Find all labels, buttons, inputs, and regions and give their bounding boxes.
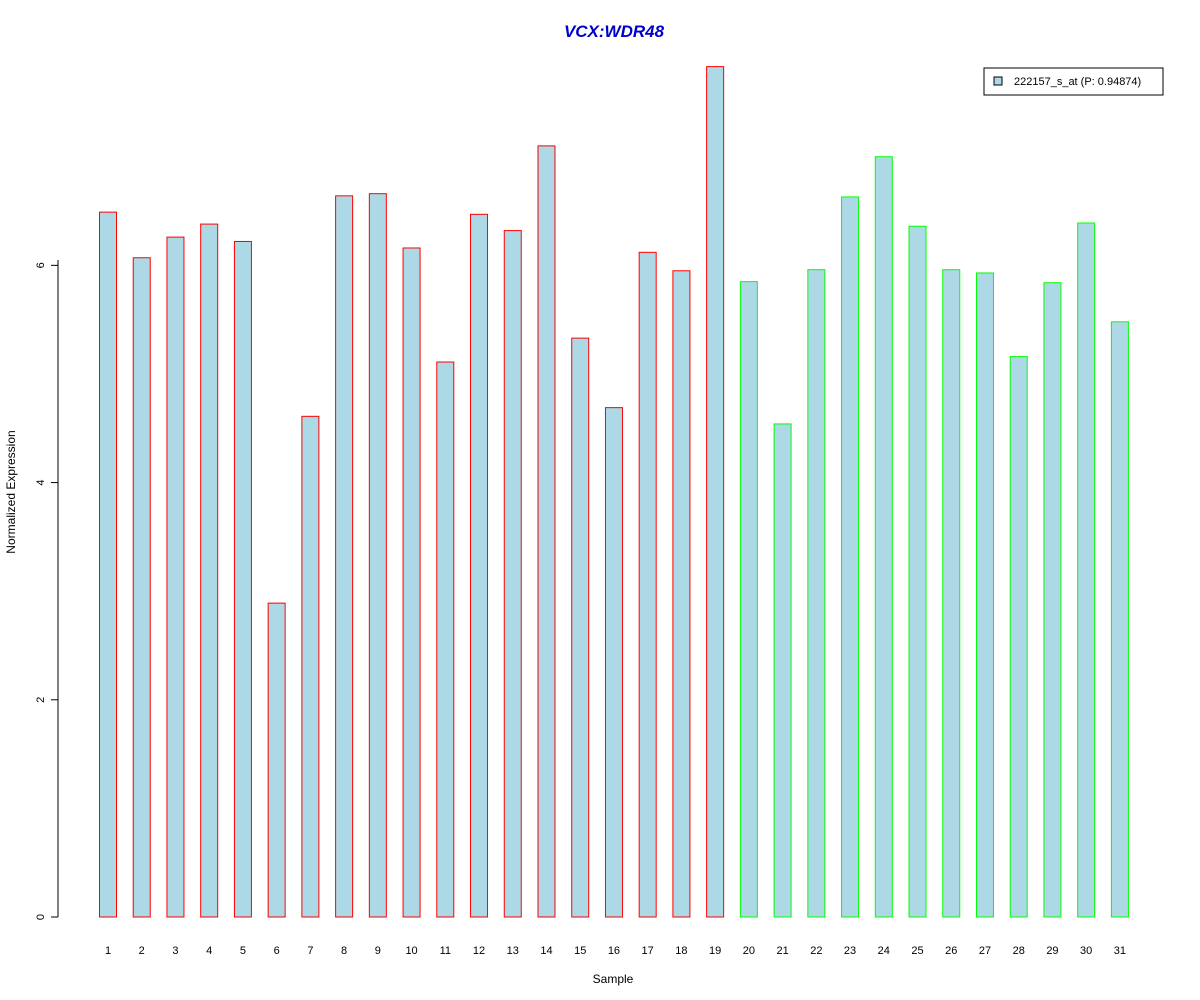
y-tick-label: 4 (35, 480, 47, 486)
bar (1043, 282, 1062, 918)
bar (773, 423, 792, 918)
x-tick-label: 20 (743, 945, 755, 957)
x-tick-label: 24 (878, 945, 890, 957)
bar (1009, 356, 1028, 918)
x-tick-label: 25 (911, 945, 923, 957)
bar (908, 225, 927, 918)
x-tick-label: 15 (574, 945, 586, 957)
x-tick-label: 29 (1046, 945, 1058, 957)
bar (301, 415, 320, 918)
bar (233, 240, 252, 918)
x-tick-label: 13 (507, 945, 519, 957)
y-axis-label: Normalized Expression (4, 430, 18, 553)
legend-swatch (993, 76, 1003, 86)
x-tick-label: 2 (139, 945, 145, 957)
x-tick-label: 22 (810, 945, 822, 957)
x-tick-label: 8 (341, 945, 347, 957)
bar (436, 361, 455, 918)
bar (267, 602, 286, 918)
bar (975, 272, 994, 918)
legend-label: 222157_s_at (P: 0.94874) (1014, 76, 1141, 88)
chart-title: VCX:WDR48 (564, 22, 665, 41)
y-tick-label: 6 (35, 262, 47, 268)
bar (638, 251, 657, 918)
bar (739, 281, 758, 918)
bar (874, 156, 893, 918)
bar (503, 230, 522, 918)
bar (402, 247, 421, 918)
x-tick-label: 16 (608, 945, 620, 957)
x-tick-label: 31 (1114, 945, 1126, 957)
x-tick-label: 14 (540, 945, 552, 957)
bar (200, 223, 219, 918)
bar (1110, 321, 1129, 918)
bar (99, 211, 117, 918)
x-tick-label: 9 (375, 945, 381, 957)
x-tick-label: 23 (844, 945, 856, 957)
bar (470, 213, 489, 918)
x-tick-label: 7 (307, 945, 313, 957)
x-tick-label: 17 (642, 945, 654, 957)
x-tick-label: 3 (172, 945, 178, 957)
x-axis-label: Sample (593, 972, 634, 986)
bar (335, 195, 354, 918)
bar (706, 66, 725, 918)
x-tick-label: 5 (240, 945, 246, 957)
x-tick-label: 10 (405, 945, 417, 957)
y-tick-label: 2 (35, 697, 47, 703)
bar (841, 196, 860, 918)
x-tick-label: 12 (473, 945, 485, 957)
bar (132, 257, 151, 918)
x-tick-label: 27 (979, 945, 991, 957)
x-tick-label: 18 (675, 945, 687, 957)
bar (942, 269, 961, 918)
x-tick-label: 4 (206, 945, 212, 957)
legend-box (983, 67, 1164, 96)
x-tick-label: 1 (105, 945, 111, 957)
bars (99, 66, 1129, 918)
bar (672, 270, 691, 918)
bar (537, 145, 556, 918)
x-tick-label: 21 (776, 945, 788, 957)
legend: 222157_s_at (P: 0.94874) (983, 67, 1164, 96)
x-tick-labels: 1 2 3 4 5 6 7 8 9 10 11 12 13 14 15 16 17 18 19 20 21 22 23 24 2… (105, 945, 1126, 957)
bar (807, 269, 826, 918)
bar (604, 407, 623, 918)
y-tick-label: 0 (35, 914, 47, 920)
x-tick-label: 28 (1013, 945, 1025, 957)
x-tick-label: 11 (440, 945, 451, 957)
y-ticks: 0 2 4 6 (35, 262, 58, 920)
x-tick-label: 26 (945, 945, 957, 957)
bar (368, 193, 387, 918)
bar (166, 236, 185, 918)
x-tick-label: 19 (709, 945, 721, 957)
bar (571, 337, 590, 918)
x-tick-label: 6 (274, 945, 280, 957)
bar (1077, 222, 1096, 918)
x-tick-label: 30 (1080, 945, 1092, 957)
